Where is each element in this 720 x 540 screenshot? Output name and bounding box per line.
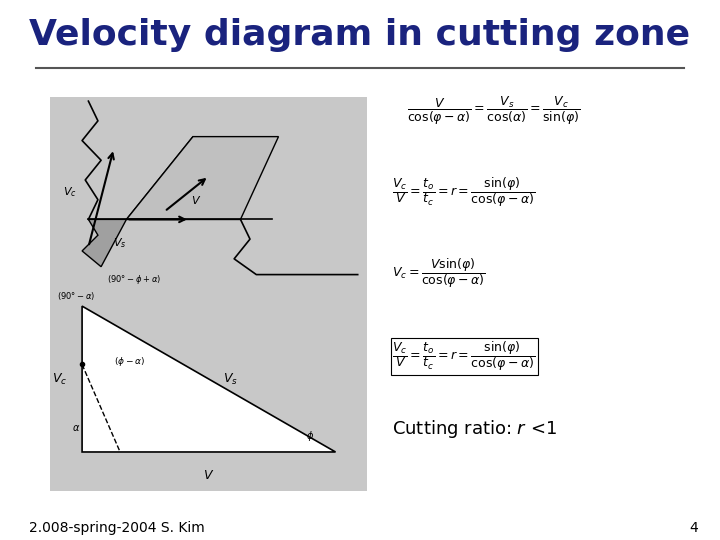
- Polygon shape: [82, 219, 127, 267]
- Text: Velocity diagram in cutting zone: Velocity diagram in cutting zone: [30, 18, 690, 52]
- Text: $\dfrac{V_c}{V} = \dfrac{t_o}{t_c} = r = \dfrac{\sin(\varphi)}{\cos(\varphi-\alp: $\dfrac{V_c}{V} = \dfrac{t_o}{t_c} = r =…: [392, 340, 536, 373]
- Text: $\dfrac{V_c}{V} = \dfrac{t_o}{t_c} = r = \dfrac{\sin(\varphi)}{\cos(\varphi-\alp: $\dfrac{V_c}{V} = \dfrac{t_o}{t_c} = r =…: [392, 175, 536, 208]
- Text: $V_c$: $V_c$: [63, 185, 76, 199]
- Text: $V$: $V$: [191, 194, 202, 206]
- Text: $\alpha$: $\alpha$: [71, 423, 80, 433]
- Polygon shape: [127, 137, 240, 219]
- Text: $\dfrac{V}{\cos(\varphi-\alpha)} = \dfrac{V_s}{\cos(\alpha)} = \dfrac{V_c}{\sin(: $\dfrac{V}{\cos(\varphi-\alpha)} = \dfra…: [407, 94, 580, 127]
- Bar: [50, 97, 367, 491]
- Text: $\phi$: $\phi$: [306, 429, 314, 443]
- Text: $(90°-\alpha)$: $(90°-\alpha)$: [57, 290, 95, 302]
- Text: 2.008-spring-2004 S. Kim: 2.008-spring-2004 S. Kim: [29, 521, 204, 535]
- Text: $(\phi-\alpha)$: $(\phi-\alpha)$: [114, 355, 145, 368]
- Polygon shape: [82, 306, 336, 452]
- Text: $V_c$: $V_c$: [53, 372, 68, 387]
- Text: Cutting ratio: $r$ <1: Cutting ratio: $r$ <1: [392, 418, 557, 440]
- Polygon shape: [127, 137, 279, 219]
- Text: $V_c = \dfrac{V\sin(\varphi)}{\cos(\varphi-\alpha)}$: $V_c = \dfrac{V\sin(\varphi)}{\cos(\varp…: [392, 256, 486, 289]
- Text: $V$: $V$: [203, 469, 215, 482]
- Text: $(90°-\phi+\alpha)$: $(90°-\phi+\alpha)$: [107, 273, 162, 286]
- Text: 4: 4: [690, 521, 698, 535]
- Text: $V_s$: $V_s$: [223, 372, 238, 387]
- Text: $V_s$: $V_s$: [113, 236, 127, 250]
